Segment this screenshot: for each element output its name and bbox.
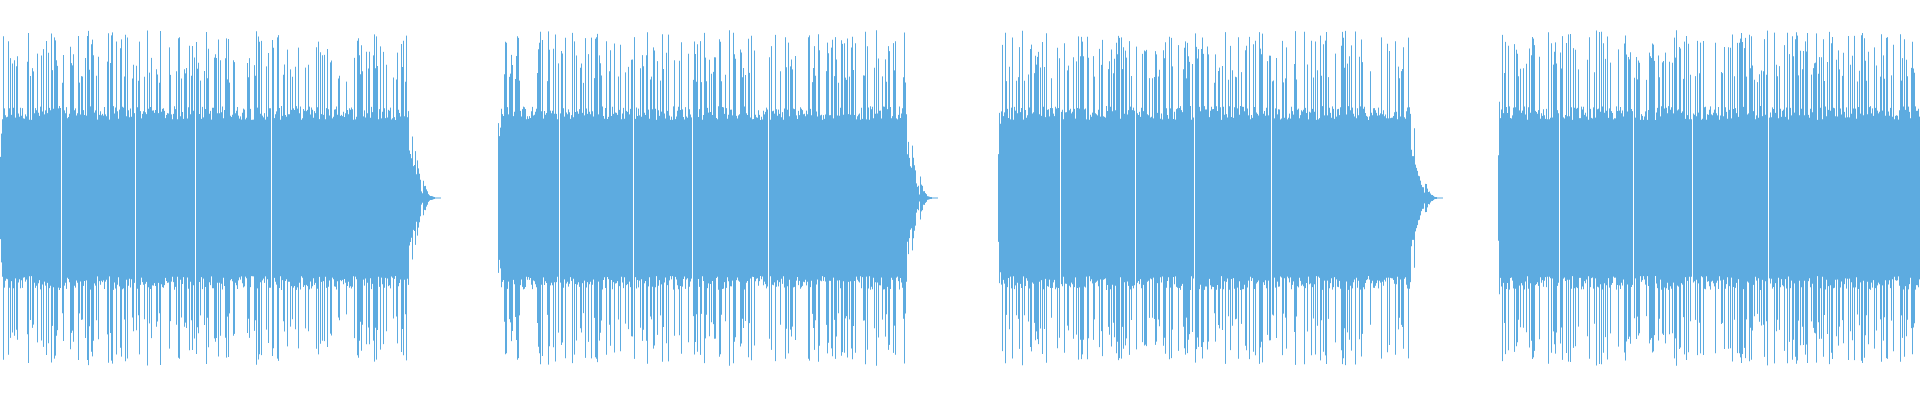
waveform-clip — [0, 30, 441, 366]
waveform-clip — [1498, 30, 1920, 366]
waveform-clip — [998, 30, 1443, 366]
waveform-clip — [498, 30, 938, 366]
